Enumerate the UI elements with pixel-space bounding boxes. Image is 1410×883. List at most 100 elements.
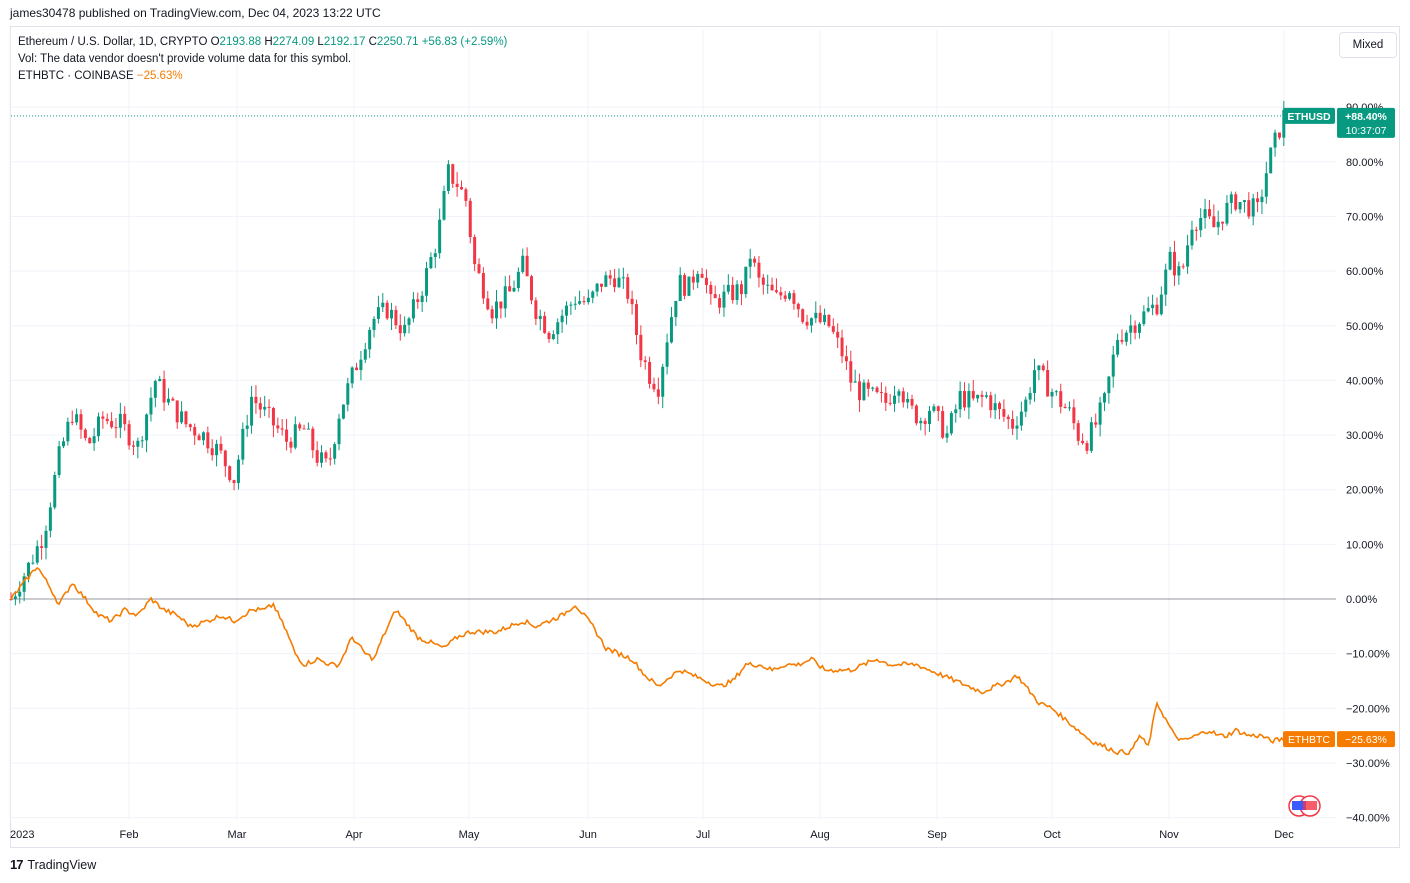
ethusd-candle bbox=[66, 421, 70, 442]
ethusd-candle bbox=[989, 395, 993, 411]
ethusd-candle bbox=[656, 389, 660, 397]
legend-c-value: 2250.71 bbox=[376, 36, 419, 48]
ethusd-candle bbox=[525, 255, 529, 277]
ethusd-candle bbox=[1186, 245, 1190, 267]
x-tick-label: May bbox=[459, 829, 480, 841]
ethusd-tag-label: ETHUSD bbox=[1287, 111, 1331, 123]
ethusd-candle bbox=[40, 546, 44, 548]
ethusd-candle bbox=[1256, 198, 1260, 203]
ethusd-candle bbox=[1046, 370, 1050, 397]
ethusd-candle bbox=[569, 304, 573, 306]
ethusd-candle bbox=[639, 334, 643, 361]
ethusd-candle bbox=[1177, 266, 1181, 276]
ethusd-candle bbox=[1216, 221, 1220, 228]
ethusd-candle bbox=[779, 292, 783, 296]
ethusd-candle bbox=[901, 391, 905, 403]
legend-symbol[interactable]: Ethereum / U.S. Dollar, 1D, CRYPTO bbox=[18, 36, 208, 48]
ethusd-candle bbox=[18, 591, 22, 597]
ethusd-candle bbox=[398, 325, 402, 334]
ethusd-candle bbox=[123, 413, 127, 425]
ethusd-candle bbox=[669, 317, 673, 343]
legend-compare-row[interactable]: ETHBTC · COINBASE −25.63% bbox=[18, 68, 507, 85]
ethusd-candle bbox=[853, 381, 857, 383]
ethusd-candle bbox=[1155, 304, 1159, 315]
ethusd-candle bbox=[866, 382, 870, 389]
ethusd-candle bbox=[166, 398, 170, 403]
ethusd-candle bbox=[884, 392, 888, 403]
ethusd-candle bbox=[573, 303, 577, 305]
legend-ohlc: O2193.88 H2274.09 L2192.17 C2250.71 +56.… bbox=[211, 36, 508, 48]
ethusd-candle bbox=[984, 395, 988, 397]
ethusd-candle bbox=[350, 367, 354, 384]
ethusd-candle bbox=[460, 187, 464, 190]
ethusd-candle bbox=[998, 403, 1002, 410]
ethusd-candle bbox=[691, 276, 695, 283]
ethusd-candle bbox=[648, 362, 652, 384]
ethusd-candle bbox=[158, 379, 162, 382]
ethusd-candle bbox=[661, 366, 665, 397]
ethusd-candle bbox=[1238, 202, 1242, 210]
ethbtc-last-value: −25.63% bbox=[1345, 734, 1387, 746]
ethusd-candle bbox=[914, 405, 918, 424]
ethusd-candle bbox=[722, 291, 726, 308]
ethusd-candle bbox=[1002, 409, 1006, 417]
ethusd-candle bbox=[1164, 269, 1168, 295]
ethusd-candle bbox=[560, 315, 564, 323]
ethusd-candle bbox=[110, 421, 114, 428]
ethusd-candle bbox=[564, 305, 568, 316]
ethusd-candle bbox=[468, 200, 472, 238]
ethusd-candle bbox=[683, 275, 687, 296]
x-tick-label: Oct bbox=[1043, 829, 1060, 841]
ethusd-candle bbox=[411, 299, 415, 319]
ethusd-candle bbox=[442, 191, 446, 220]
ethusd-candle bbox=[96, 416, 100, 437]
ethusd-candle bbox=[739, 284, 743, 295]
ethusd-candle bbox=[232, 480, 236, 484]
ethusd-candle bbox=[1129, 325, 1133, 333]
ethusd-candle bbox=[788, 293, 792, 299]
ethusd-candle bbox=[127, 424, 131, 446]
ethusd-candle bbox=[1063, 406, 1067, 408]
ethusd-candle bbox=[700, 273, 704, 278]
ethusd-candle bbox=[1207, 209, 1211, 217]
ethusd-candle bbox=[770, 284, 774, 291]
ethusd-candle bbox=[665, 342, 669, 367]
scale-mode-button[interactable]: Mixed bbox=[1339, 32, 1397, 58]
ethusd-candle bbox=[704, 277, 708, 286]
ethusd-candle bbox=[1181, 266, 1185, 268]
legend-h-value: 2274.09 bbox=[272, 36, 315, 48]
ethusd-candle bbox=[936, 406, 940, 412]
ethusd-candle bbox=[136, 440, 140, 447]
ethusd-candle bbox=[333, 444, 337, 459]
ethusd-candle bbox=[875, 387, 879, 393]
ethusd-candle bbox=[228, 466, 232, 481]
ethusd-candle bbox=[390, 309, 394, 319]
ethusd-candle bbox=[184, 411, 188, 425]
ethusd-candle bbox=[1260, 196, 1264, 203]
ethusd-candle bbox=[595, 283, 599, 292]
y-tick-label: −40.00% bbox=[1346, 813, 1390, 825]
ethusd-candle bbox=[451, 164, 455, 184]
ethusd-candle bbox=[407, 318, 411, 325]
legend-o-value: 2193.88 bbox=[219, 36, 262, 48]
x-tick-label: Sep bbox=[927, 829, 947, 841]
ethusd-candle bbox=[897, 391, 901, 396]
ethusd-candle bbox=[643, 360, 647, 363]
ethusd-candle bbox=[836, 331, 840, 338]
ethusd-candle bbox=[1037, 365, 1041, 371]
ethusd-candle bbox=[26, 562, 30, 577]
tradingview-logo-icon: 17 bbox=[10, 857, 24, 872]
ethusd-candle bbox=[495, 301, 499, 319]
ethusd-candle bbox=[145, 414, 149, 441]
ethusd-candle bbox=[171, 398, 175, 401]
legend-change: +56.83 (+2.59%) bbox=[421, 36, 508, 48]
ethusd-candle bbox=[993, 403, 997, 411]
ethusd-candle bbox=[534, 300, 538, 320]
ethusd-candle bbox=[1133, 325, 1137, 333]
y-tick-label: 10.00% bbox=[1346, 539, 1384, 551]
ethusd-candle bbox=[1019, 411, 1023, 426]
us-flag-icon bbox=[1292, 801, 1306, 810]
chart-legend: Ethereum / U.S. Dollar, 1D, CRYPTO O2193… bbox=[18, 34, 507, 85]
ethusd-candle bbox=[499, 301, 503, 309]
